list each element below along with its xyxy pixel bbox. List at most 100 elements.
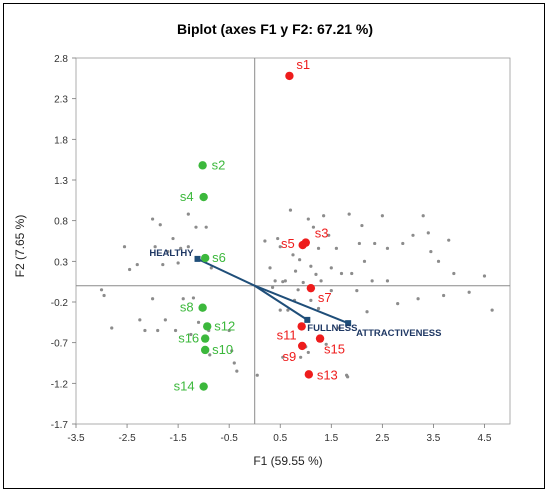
variable-vector (254, 284, 349, 325)
attribute-point (306, 350, 310, 355)
sample-point (198, 161, 207, 170)
attribute-point (411, 233, 415, 237)
tick-labels: -3.5 -2.5 -1.5 -0.5 0.5 1.5 2.5 3.5 4.5 2.8 2.3 1.8… (51, 54, 492, 444)
sample-label: s14 (174, 379, 195, 394)
attribute-point (150, 217, 155, 221)
attribute-point (346, 375, 350, 379)
sample-point (315, 334, 325, 343)
variable-marker (304, 316, 311, 323)
attribute-point (442, 293, 446, 298)
attribute-point (316, 246, 321, 250)
attribute-point (291, 253, 295, 257)
attribute-point (281, 280, 285, 284)
attribute-point (186, 212, 190, 216)
x-tick-label: -2.5 (118, 433, 136, 444)
attribute-point (278, 245, 282, 249)
attribute-point (350, 271, 354, 276)
attribute-point (337, 326, 341, 330)
attribute-point (357, 241, 361, 246)
sample-label: s8 (180, 300, 194, 315)
attribute-point (102, 293, 106, 298)
sample-point (304, 370, 314, 379)
attribute-point (268, 266, 272, 270)
attribute-point (288, 208, 293, 212)
attribute-point (293, 269, 298, 273)
attribute-point (281, 355, 285, 359)
y-tick-label: 1.3 (54, 176, 68, 187)
attribute-point (429, 249, 433, 254)
variable-vector (254, 284, 308, 321)
attribute-point (138, 318, 142, 322)
attribute-point (270, 285, 275, 289)
sample-point (285, 71, 294, 81)
attribute-point (316, 306, 321, 311)
attribute-point (194, 225, 198, 229)
x-tick-label: 0.5 (273, 433, 287, 444)
attribute-point (189, 332, 193, 337)
sample-point (199, 192, 208, 202)
y-tick-label: -0.7 (51, 339, 69, 350)
attribute-point (166, 249, 170, 254)
x-tick-label: 4.5 (478, 433, 492, 444)
sample-point (298, 240, 307, 250)
attribute-point (227, 328, 231, 333)
sample-label: s13 (317, 367, 338, 382)
sample-label: s15 (324, 342, 345, 357)
attribute-point (334, 246, 338, 250)
chart-title: Biplot (axes F1 y F2: 67.21 %) (177, 21, 373, 37)
sample-label: s2 (212, 157, 226, 172)
attribute-point (309, 264, 313, 268)
attribute-point (416, 297, 420, 301)
sample-label: s3 (315, 226, 329, 241)
attribute-point (339, 271, 344, 276)
attribute-point (273, 279, 277, 283)
attribute-point (362, 259, 367, 263)
attribute-point (426, 231, 430, 235)
attribute-point (385, 279, 390, 283)
sample-point (297, 322, 306, 331)
attribute-point (232, 361, 236, 365)
attribute-point (347, 212, 351, 216)
sample-point (198, 303, 207, 312)
attribute-point (204, 225, 208, 229)
attribute-point (319, 279, 323, 283)
y-tick-label: -1.7 (51, 420, 69, 431)
y-tick-label: 1.8 (54, 135, 68, 146)
attribute-point (276, 236, 280, 241)
attribute-point (490, 308, 494, 312)
attribute-point (135, 262, 139, 267)
sample-point (306, 283, 316, 293)
attribute-point (327, 233, 331, 237)
attribute-point (128, 267, 132, 272)
variable-marker (345, 320, 352, 327)
attribute-point (99, 288, 104, 292)
attribute-point (286, 308, 290, 312)
attribute-point (110, 326, 114, 330)
x-tick-label: -3.5 (67, 433, 85, 444)
attribute-point (196, 320, 201, 324)
attribute-point (255, 373, 259, 377)
attribute-point (171, 236, 175, 241)
attribute-point (421, 214, 425, 218)
attribute-point (329, 266, 333, 270)
attribute-point (263, 239, 267, 243)
attribute-point (436, 259, 441, 263)
attribute-point (447, 238, 451, 242)
attribute-point (306, 217, 310, 221)
sample-point (200, 345, 210, 355)
attribute-point (191, 296, 196, 300)
y-tick-label: 2.3 (54, 95, 68, 106)
attribute-point (360, 223, 364, 228)
sample-label: s16 (178, 331, 199, 346)
x-tick-label: 1.5 (324, 433, 338, 444)
y-axis-title: F2 (7.65 %) (13, 215, 27, 278)
attribute-point (278, 308, 282, 312)
sample-label: s9 (282, 349, 296, 364)
variable-label: HEALTHY (149, 248, 194, 259)
attribute-point (314, 272, 318, 276)
x-tick-label: 2.5 (375, 433, 389, 444)
variable-vector (197, 257, 256, 287)
plot-border (75, 57, 511, 425)
